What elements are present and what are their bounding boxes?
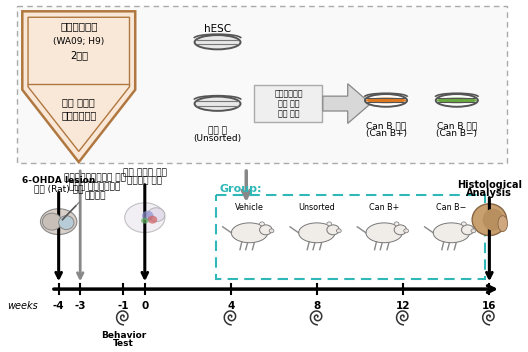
Text: weeks: weeks	[7, 301, 37, 311]
Text: hESC: hESC	[204, 24, 231, 34]
Text: 랫드 (Rat) 제작: 랫드 (Rat) 제작	[34, 184, 83, 193]
Text: Behavior: Behavior	[101, 331, 146, 340]
Ellipse shape	[260, 225, 272, 235]
Ellipse shape	[472, 204, 506, 235]
Ellipse shape	[365, 94, 407, 107]
Text: 신경전구세포: 신경전구세포	[61, 111, 97, 120]
Ellipse shape	[125, 203, 165, 233]
Ellipse shape	[437, 98, 477, 103]
Text: 배아줄기세포: 배아줄기세포	[60, 21, 98, 31]
Text: Unsorted: Unsorted	[298, 203, 335, 212]
Ellipse shape	[483, 209, 504, 231]
Text: -4: -4	[53, 301, 64, 311]
Ellipse shape	[195, 35, 241, 49]
Ellipse shape	[141, 218, 148, 224]
Ellipse shape	[327, 222, 332, 226]
Text: 중뇄 도파민 신경: 중뇄 도파민 신경	[123, 168, 167, 177]
Text: Analysis: Analysis	[466, 188, 512, 198]
Ellipse shape	[59, 216, 74, 230]
Ellipse shape	[42, 213, 62, 230]
Ellipse shape	[366, 98, 406, 103]
Ellipse shape	[461, 225, 474, 235]
Ellipse shape	[41, 209, 77, 234]
Text: Test: Test	[113, 339, 134, 348]
Text: 중뇄 도파민: 중뇄 도파민	[62, 97, 95, 107]
Text: 전구세포 이식: 전구세포 이식	[127, 176, 163, 185]
Text: 4: 4	[227, 301, 234, 311]
Ellipse shape	[260, 222, 265, 226]
Ellipse shape	[394, 222, 399, 226]
Text: (Can B+): (Can B+)	[365, 130, 407, 138]
Text: 배아줄기세포로부터 중뇄: 배아줄기세포로부터 중뇄	[64, 173, 126, 182]
Ellipse shape	[404, 229, 409, 233]
Ellipse shape	[299, 223, 335, 243]
Text: Can B 양성: Can B 양성	[366, 121, 406, 131]
Ellipse shape	[433, 223, 469, 243]
Text: (Unsorted): (Unsorted)	[193, 134, 242, 143]
Ellipse shape	[336, 229, 341, 233]
Text: Can B−: Can B−	[436, 203, 467, 212]
Ellipse shape	[231, 223, 268, 243]
Ellipse shape	[394, 225, 407, 235]
Text: 16: 16	[482, 301, 497, 311]
Text: 세포표면마커: 세포표면마커	[274, 89, 303, 98]
Ellipse shape	[471, 229, 476, 233]
Text: 분리 전: 분리 전	[208, 126, 227, 136]
Text: 12: 12	[396, 301, 410, 311]
Ellipse shape	[148, 208, 165, 222]
Text: (WA09; H9): (WA09; H9)	[53, 37, 105, 46]
Text: -3: -3	[74, 301, 86, 311]
FancyBboxPatch shape	[16, 6, 506, 163]
Text: 유도분화: 유도분화	[84, 191, 106, 200]
Text: 후보 분자: 후보 분자	[278, 99, 299, 108]
Text: Group:: Group:	[220, 184, 262, 194]
Ellipse shape	[195, 96, 241, 111]
Ellipse shape	[142, 211, 154, 221]
Text: 2세부: 2세부	[70, 50, 88, 60]
Text: -1: -1	[118, 301, 129, 311]
Ellipse shape	[269, 229, 274, 233]
Ellipse shape	[148, 216, 157, 224]
Text: 8: 8	[314, 301, 320, 311]
Ellipse shape	[461, 222, 466, 226]
Ellipse shape	[327, 225, 340, 235]
Text: Can B+: Can B+	[369, 203, 399, 212]
Ellipse shape	[436, 94, 478, 107]
Text: Histological: Histological	[457, 180, 522, 190]
Text: 도파민 신경전구세포: 도파민 신경전구세포	[69, 182, 121, 191]
Text: Vehicle: Vehicle	[235, 203, 264, 212]
Polygon shape	[22, 11, 135, 162]
Text: 이용 분리: 이용 분리	[278, 109, 299, 118]
FancyBboxPatch shape	[254, 85, 323, 122]
Text: (Can B−): (Can B−)	[436, 130, 477, 138]
Text: 0: 0	[141, 301, 148, 311]
Text: 6-OHDA lesion: 6-OHDA lesion	[22, 176, 96, 185]
Ellipse shape	[498, 216, 507, 232]
Polygon shape	[323, 84, 371, 124]
Text: Can B 음성: Can B 음성	[437, 121, 477, 131]
Ellipse shape	[366, 223, 402, 243]
